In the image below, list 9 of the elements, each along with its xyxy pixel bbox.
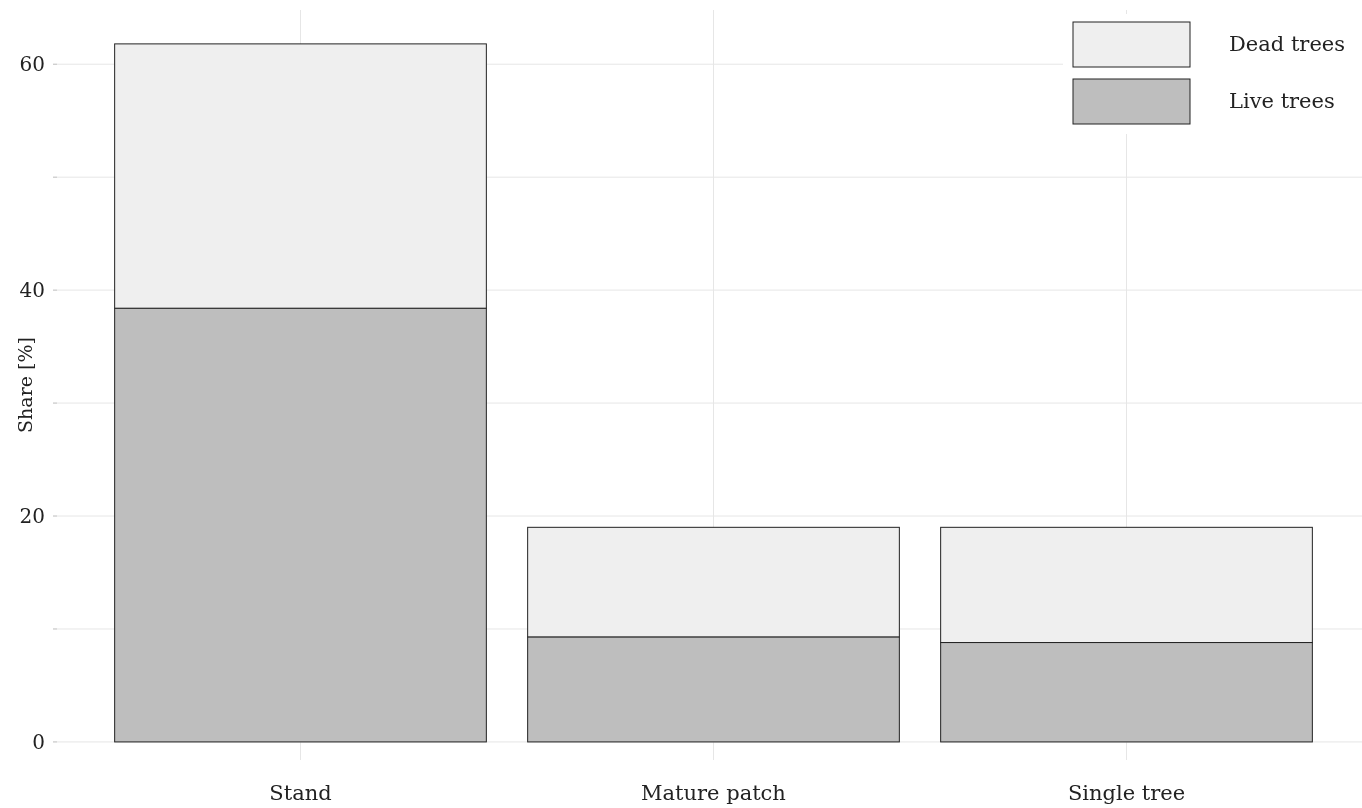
y-axis-title: Share [%] — [14, 337, 36, 433]
legend: Dead trees Live trees — [1063, 14, 1362, 134]
x-tick-label: Mature patch — [641, 781, 786, 805]
x-tick-label: Single tree — [1067, 781, 1186, 805]
y-tick-label: 40 — [19, 278, 45, 303]
y-tick-label: 20 — [19, 504, 45, 529]
y-tick-label: 60 — [19, 52, 45, 77]
y-tick-label: 0 — [32, 729, 45, 754]
x-tick-label: Stand — [269, 781, 332, 805]
